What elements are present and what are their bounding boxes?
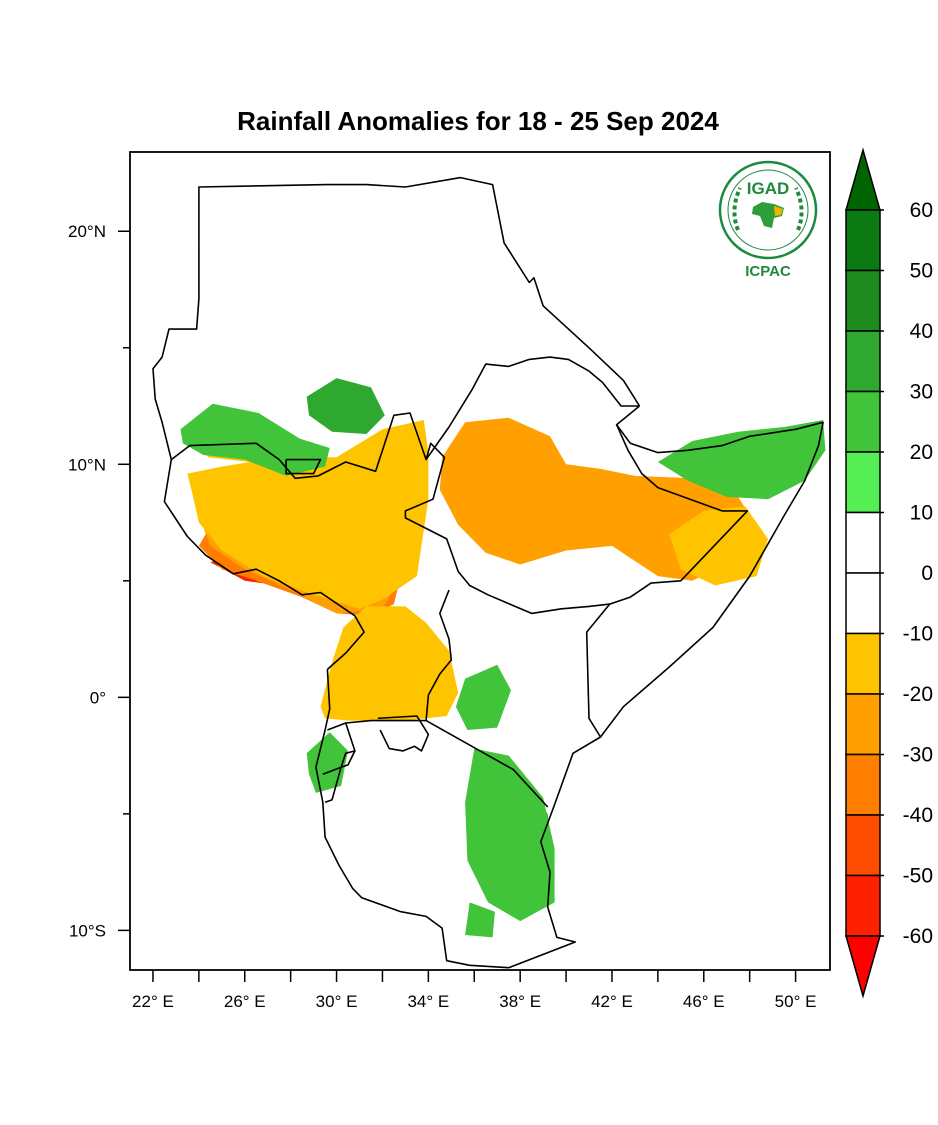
colorbar-segment (845, 753, 881, 816)
colorbar-bottom-arrow (845, 935, 881, 999)
border-line-7 (585, 603, 611, 738)
border-line-12 (285, 458, 322, 475)
colorbar-segment (845, 572, 881, 635)
colorbar-level-label: 50 (910, 260, 933, 283)
anomaly-region-6 (320, 606, 459, 721)
colorbar-level-label: 40 (910, 320, 933, 343)
colorbar-segment (845, 874, 881, 937)
colorbar-level-label: -50 (903, 865, 933, 888)
colorbar-level-label: -30 (903, 744, 933, 767)
lat-tick-label: 10°S (69, 921, 106, 940)
anomaly-region-15 (180, 403, 330, 476)
colorbar-level-label: 10 (910, 502, 933, 525)
logo-org-text: IGAD (747, 179, 790, 198)
lon-tick-label: 22° E (132, 992, 174, 1011)
anomaly-region-19 (455, 664, 511, 730)
map-panel: 22° E 26° E 30° E 34° E 38° E 42° E 46° E 50° E… (68, 151, 831, 1011)
border-line-4 (170, 412, 610, 615)
colorbar-segment (845, 511, 881, 574)
colorbar-level-label: 60 (910, 199, 933, 222)
colorbar-level-label: -60 (903, 925, 933, 948)
lat-tick-label: 20°N (68, 222, 106, 241)
lon-tick-label: 46° E (683, 992, 725, 1011)
border-line-3 (152, 242, 365, 670)
border-line-1 (553, 405, 824, 805)
border-line-13 (377, 715, 430, 752)
border-line-6 (609, 424, 749, 605)
anomaly-region-16 (306, 378, 385, 434)
anomaly-region-3 (187, 420, 429, 609)
colorbar-segment (845, 330, 881, 393)
colorbar-segment (845, 209, 881, 272)
colorbar-level-label: -40 (903, 804, 933, 827)
border-line-9 (345, 719, 427, 724)
colorbar-segment (845, 814, 881, 877)
colorbar-segment (845, 269, 881, 332)
colorbar-level-label: -10 (903, 623, 933, 646)
border-line-8 (425, 589, 549, 808)
border-line-10 (322, 722, 356, 775)
colorbar-segment (845, 632, 881, 695)
anomaly-region-18 (465, 748, 555, 922)
colorbar-segment (845, 390, 881, 453)
lat-tick-label: 10°N (68, 455, 106, 474)
lon-tick-label: 42° E (591, 992, 633, 1011)
colorbar: 60 50 40 30 20 10 0 -10 -20 -30 -40 -50 -60 (845, 147, 933, 999)
colorbar-segment (845, 451, 881, 514)
border-line-2 (315, 669, 576, 969)
lon-tick-label: 26° E (224, 992, 266, 1011)
laurel-icon (732, 187, 804, 231)
colorbar-level-label: 20 (910, 441, 933, 464)
anomaly-fill-layer (180, 378, 826, 938)
colorbar-level-label: 0 (921, 562, 933, 585)
anomaly-region-21 (465, 902, 495, 938)
lat-tick-label: 0° (90, 688, 106, 707)
map-title: Rainfall Anomalies for 18 - 25 Sep 2024 (237, 106, 719, 136)
anomaly-region-14 (657, 420, 826, 500)
logo-center-text: ICPAC (745, 263, 791, 280)
border-line-5 (425, 356, 640, 461)
lon-tick-label: 30° E (316, 992, 358, 1011)
axis-ticks: 22° E 26° E 30° E 34° E 38° E 42° E 46° E 50° E… (68, 222, 816, 1011)
country-borders (152, 176, 824, 969)
colorbar-top-arrow (845, 147, 881, 211)
colorbar-segment (845, 693, 881, 756)
anomaly-region-10 (669, 506, 768, 586)
lon-tick-label: 38° E (499, 992, 541, 1011)
border-line-0 (198, 176, 641, 407)
border-line-11 (324, 750, 356, 803)
colorbar-level-label: -20 (903, 683, 933, 706)
map-border-frame (129, 151, 831, 971)
lon-tick-label: 50° E (775, 992, 817, 1011)
lon-tick-label: 34° E (407, 992, 449, 1011)
colorbar-level-label: 30 (910, 381, 933, 404)
igad-icpac-logo: IGAD ICPAC (718, 160, 818, 280)
